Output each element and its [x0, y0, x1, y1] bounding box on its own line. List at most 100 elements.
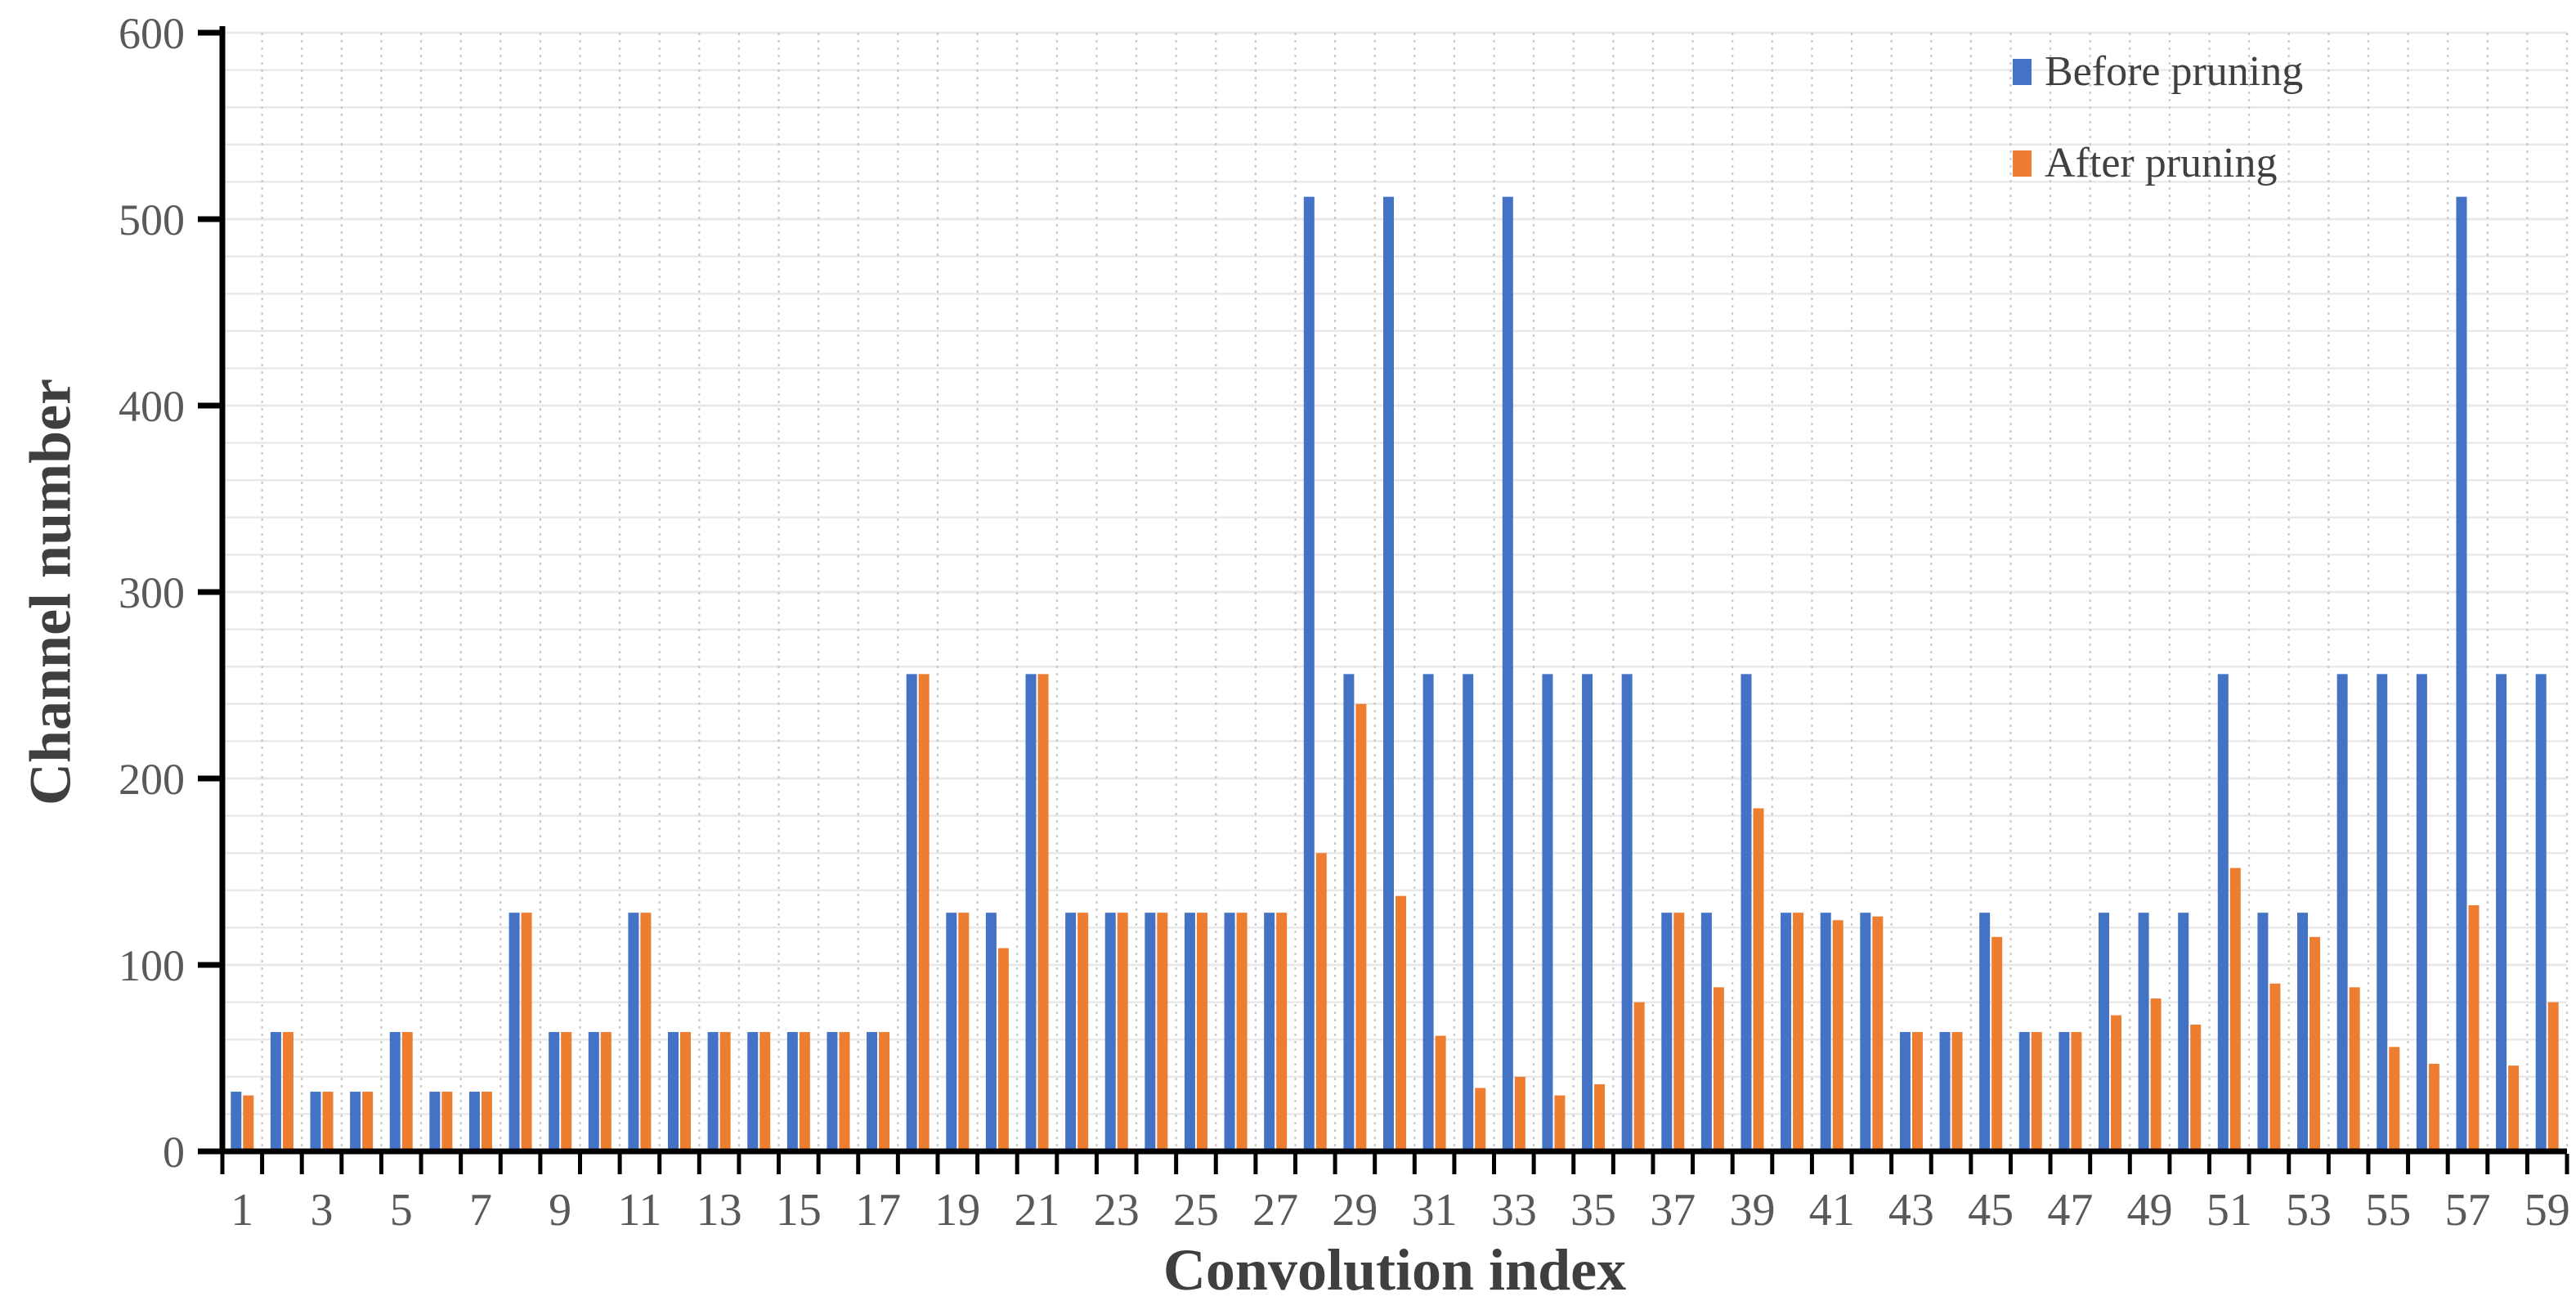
bar-before-pruning-18	[906, 674, 917, 1151]
bar-after-pruning-33	[1514, 1076, 1525, 1151]
y-tick-label: 300	[119, 568, 185, 617]
x-tick-label: 7	[469, 1185, 492, 1236]
bar-before-pruning-39	[1740, 674, 1752, 1151]
bar-after-pruning-7	[481, 1092, 492, 1151]
bar-after-pruning-36	[1633, 1002, 1645, 1151]
bar-after-pruning-52	[2269, 983, 2281, 1151]
bar-after-pruning-13	[719, 1032, 731, 1151]
x-tick-label: 9	[549, 1185, 571, 1236]
bar-before-pruning-48	[2098, 913, 2109, 1151]
bar-before-pruning-47	[2059, 1032, 2070, 1151]
bar-after-pruning-27	[1276, 913, 1288, 1151]
bar-before-pruning-58	[2496, 674, 2507, 1151]
bar-before-pruning-49	[2138, 913, 2149, 1151]
bar-before-pruning-43	[1899, 1032, 1911, 1151]
bar-before-pruning-2	[270, 1032, 281, 1151]
bar-after-pruning-41	[1832, 920, 1844, 1151]
y-axis-title: Channel number	[17, 378, 83, 806]
x-tick-label: 47	[2047, 1185, 2093, 1236]
legend-marker-before-pruning-icon	[2013, 59, 2032, 85]
x-tick-label: 3	[311, 1185, 334, 1236]
bar-before-pruning-30	[1383, 196, 1394, 1151]
bar-before-pruning-22	[1065, 913, 1077, 1151]
bar-before-pruning-42	[1860, 913, 1871, 1151]
x-tick-label: 17	[855, 1185, 901, 1236]
bar-after-pruning-18	[918, 674, 930, 1151]
bar-before-pruning-17	[867, 1032, 878, 1151]
bar-after-pruning-45	[1991, 936, 2003, 1151]
bar-after-pruning-49	[2150, 998, 2162, 1151]
bar-before-pruning-7	[468, 1092, 480, 1151]
bar-before-pruning-9	[549, 1032, 560, 1151]
bar-before-pruning-15	[786, 1032, 798, 1151]
bar-after-pruning-54	[2349, 987, 2360, 1151]
bar-after-pruning-56	[2428, 1063, 2439, 1151]
x-tick-label: 21	[1015, 1185, 1060, 1236]
bar-before-pruning-55	[2377, 674, 2388, 1151]
bar-after-pruning-42	[1872, 916, 1884, 1151]
bar-before-pruning-54	[2336, 674, 2348, 1151]
bar-after-pruning-9	[561, 1032, 572, 1151]
bar-before-pruning-8	[508, 913, 520, 1151]
bar-after-pruning-57	[2468, 905, 2480, 1151]
bar-after-pruning-35	[1594, 1083, 1606, 1151]
bar-after-pruning-21	[1037, 674, 1049, 1151]
bar-before-pruning-50	[2178, 913, 2189, 1151]
bar-after-pruning-43	[1911, 1032, 1923, 1151]
legend-label-after-pruning: After pruning	[2045, 140, 2278, 186]
bar-after-pruning-8	[521, 913, 532, 1151]
bar-before-pruning-56	[2416, 674, 2427, 1151]
bar-after-pruning-29	[1355, 703, 1367, 1151]
bar-before-pruning-6	[429, 1092, 441, 1151]
legend-marker-after-pruning-icon	[2013, 150, 2032, 177]
legend-item-before-pruning: Before pruning	[2013, 49, 2303, 95]
bar-after-pruning-40	[1793, 913, 1804, 1151]
bar-after-pruning-50	[2190, 1024, 2202, 1151]
x-tick-label: 29	[1332, 1185, 1378, 1236]
x-tick-label: 43	[1888, 1185, 1934, 1236]
bar-after-pruning-20	[997, 948, 1009, 1151]
bar-after-pruning-5	[401, 1032, 413, 1151]
bar-after-pruning-26	[1236, 913, 1248, 1151]
bar-after-pruning-53	[2309, 936, 2321, 1151]
bar-before-pruning-27	[1264, 913, 1275, 1151]
bar-before-pruning-29	[1343, 674, 1355, 1151]
bar-before-pruning-28	[1303, 196, 1315, 1151]
bar-after-pruning-47	[2071, 1032, 2082, 1151]
bar-after-pruning-59	[2547, 1002, 2559, 1151]
bar-before-pruning-21	[1025, 674, 1037, 1151]
bar-after-pruning-16	[839, 1032, 850, 1151]
bar-before-pruning-5	[389, 1032, 401, 1151]
bar-after-pruning-44	[1951, 1032, 1963, 1151]
bar-after-pruning-22	[1077, 913, 1089, 1151]
bar-after-pruning-14	[759, 1032, 771, 1151]
bar-before-pruning-20	[985, 913, 997, 1151]
bar-after-pruning-39	[1753, 808, 1764, 1151]
x-tick-label: 15	[776, 1185, 822, 1236]
bar-before-pruning-33	[1502, 196, 1513, 1151]
bar-after-pruning-4	[362, 1092, 374, 1151]
y-tick-label: 0	[163, 1128, 185, 1177]
bar-before-pruning-24	[1145, 913, 1156, 1151]
bar-before-pruning-52	[2257, 913, 2269, 1151]
bar-after-pruning-48	[2110, 1015, 2121, 1151]
bar-before-pruning-32	[1463, 674, 1474, 1151]
x-tick-label: 53	[2286, 1185, 2332, 1236]
bar-after-pruning-38	[1713, 987, 1724, 1151]
x-tick-label: 49	[2127, 1185, 2173, 1236]
bar-before-pruning-37	[1661, 913, 1673, 1151]
bar-before-pruning-11	[628, 913, 639, 1151]
bar-before-pruning-41	[1820, 913, 1831, 1151]
legend-label-before-pruning: Before pruning	[2045, 48, 2304, 95]
bar-after-pruning-31	[1435, 1035, 1446, 1151]
x-tick-label: 55	[2365, 1185, 2411, 1236]
x-tick-label: 51	[2206, 1185, 2252, 1236]
bar-before-pruning-45	[1979, 913, 1991, 1151]
bar-before-pruning-57	[2456, 196, 2467, 1151]
x-tick-label: 25	[1173, 1185, 1219, 1236]
bar-after-pruning-28	[1315, 853, 1327, 1151]
y-tick-label: 400	[119, 382, 185, 431]
bar-before-pruning-38	[1700, 913, 1712, 1151]
bar-after-pruning-58	[2508, 1065, 2520, 1151]
